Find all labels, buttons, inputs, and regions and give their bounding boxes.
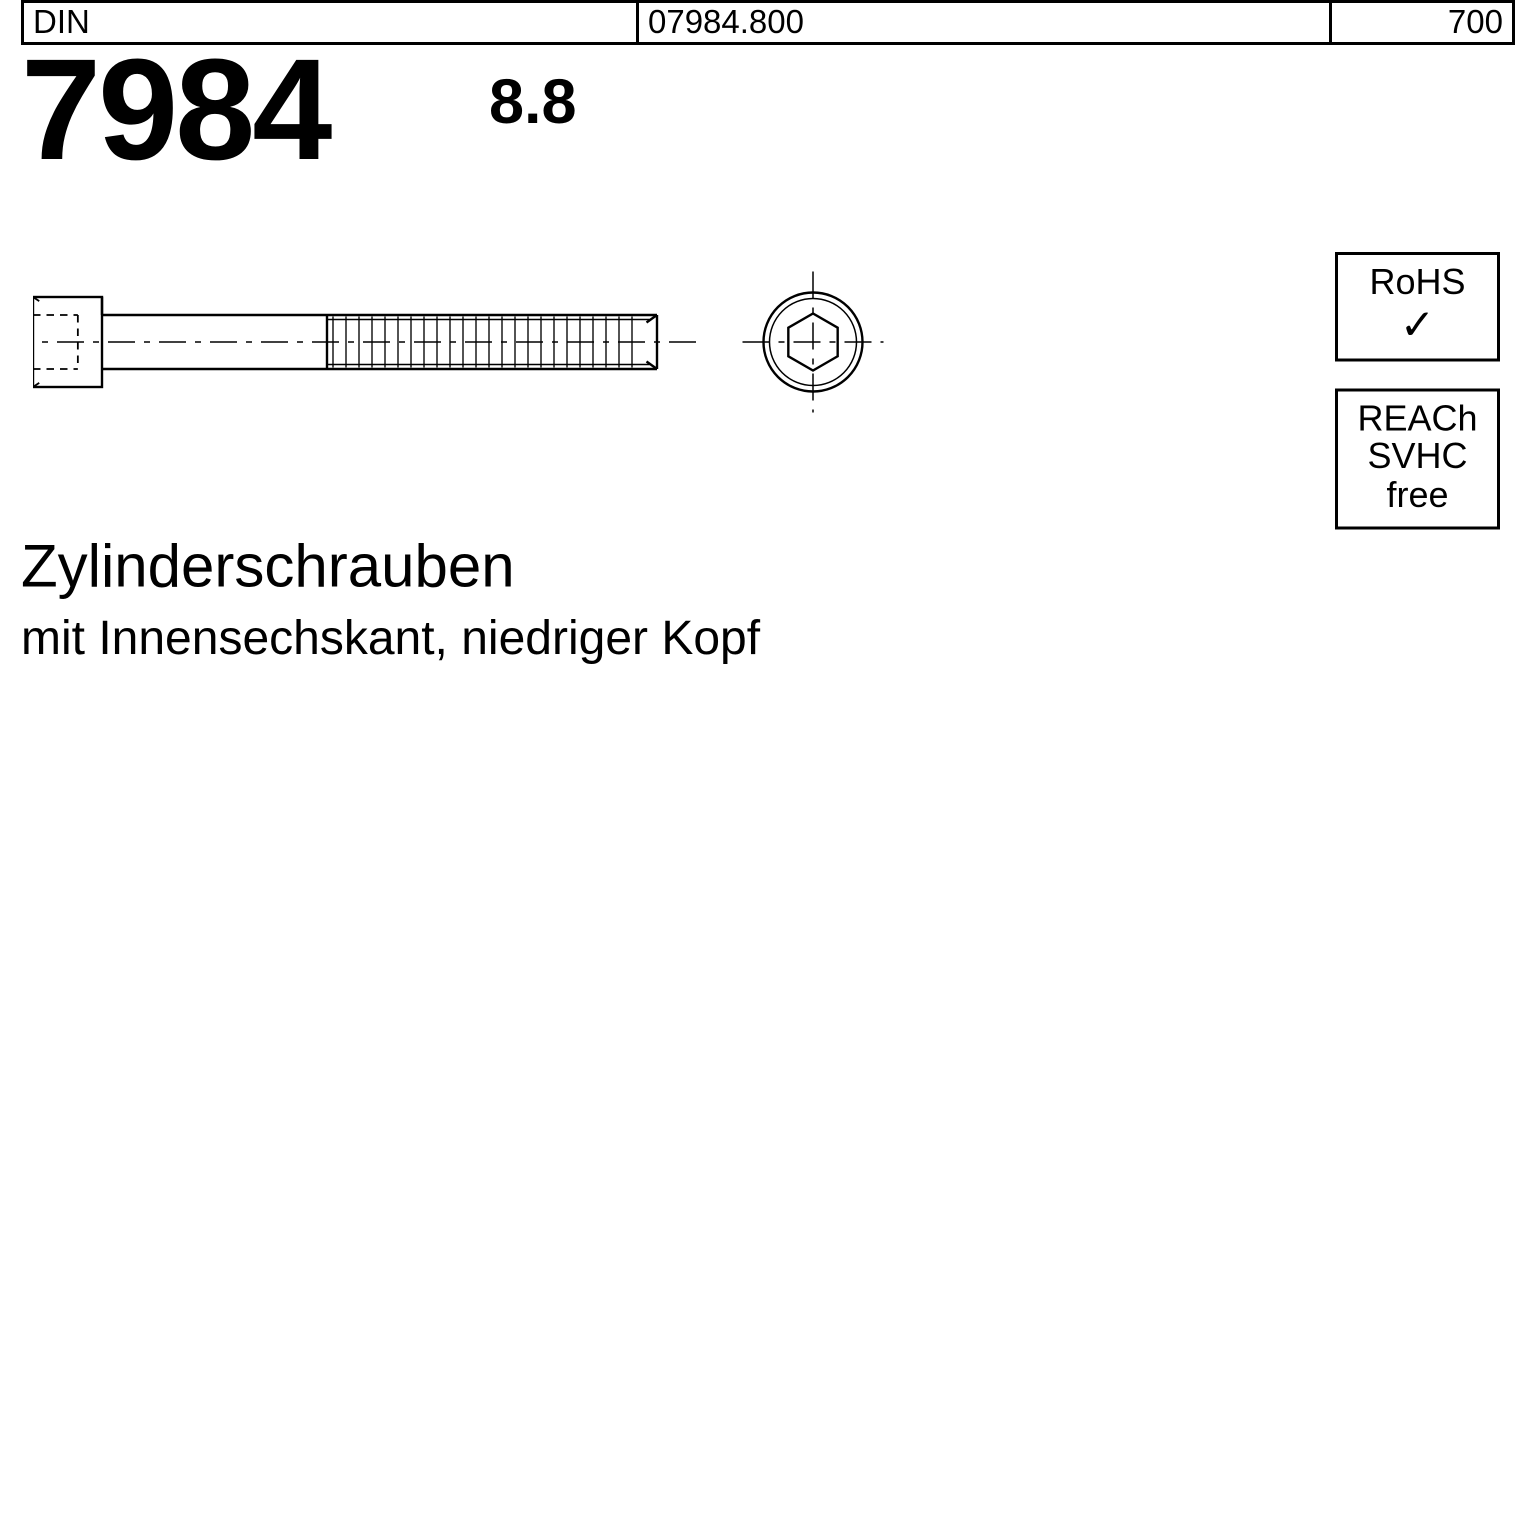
strength-grade: 8.8 — [489, 66, 577, 138]
datasheet-card: DIN 07984.800 700 7984 8.8 Zylinderschra… — [0, 0, 1536, 788]
compliance-badges: RoHS ✓ REACh SVHC free — [1335, 252, 1515, 556]
reach-badge: REACh SVHC free — [1335, 389, 1500, 529]
description-line-2: mit Innensechskant, niedriger Kopf — [21, 611, 760, 667]
rohs-badge: RoHS ✓ — [1335, 252, 1500, 362]
rohs-label: RoHS — [1344, 264, 1491, 302]
screw-diagram — [33, 255, 933, 435]
reach-line-2: SVHC — [1344, 439, 1491, 477]
header-article-code: 07984.800 — [639, 3, 1332, 42]
reach-line-3: free — [1344, 476, 1491, 514]
description-line-1: Zylinderschrauben — [21, 534, 760, 602]
header-series-code: 700 — [1332, 3, 1512, 42]
check-icon: ✓ — [1344, 305, 1491, 347]
standard-number: 7984 — [21, 39, 329, 183]
description-block: Zylinderschrauben mit Innensechskant, ni… — [21, 534, 760, 666]
reach-line-1: REACh — [1344, 401, 1491, 439]
